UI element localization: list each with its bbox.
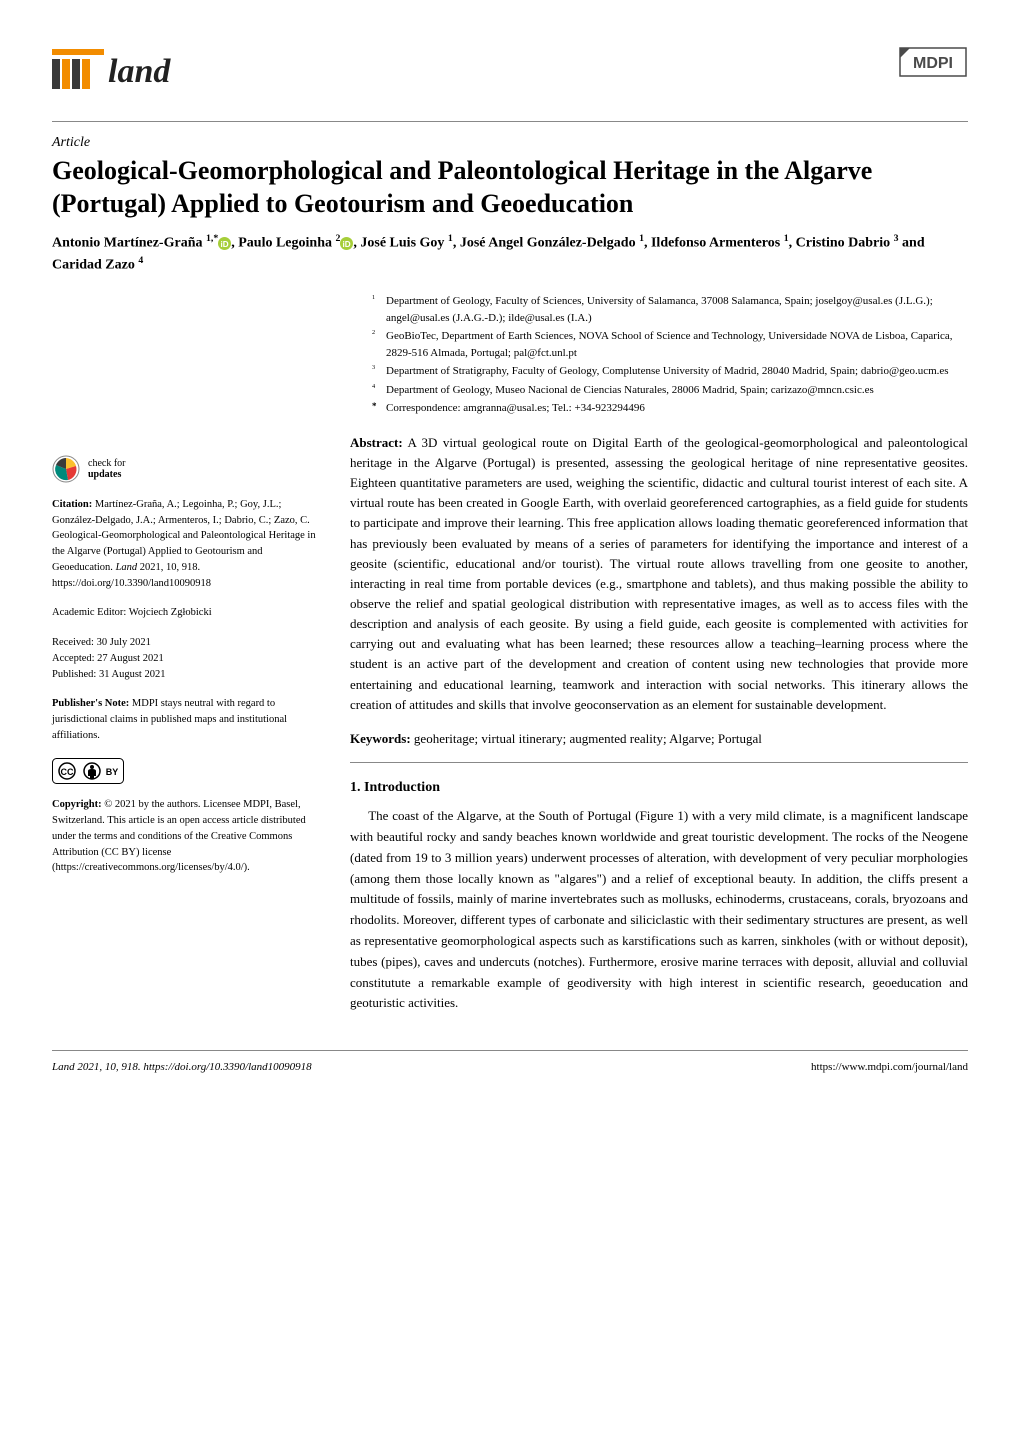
author-name: Caridad Zazo (52, 257, 138, 272)
footer-right: https://www.mdpi.com/journal/land (811, 1059, 968, 1076)
page-footer: Land 2021, 10, 918. https://doi.org/10.3… (52, 1050, 968, 1076)
affiliation-text: GeoBioTec, Department of Earth Sciences,… (386, 328, 968, 361)
abstract-label: Abstract: (350, 435, 403, 450)
orcid-icon[interactable]: iD (340, 236, 353, 251)
svg-text:CC: CC (61, 767, 74, 777)
author-name: Cristino Dabrio (796, 236, 894, 251)
check-line1: check for (88, 458, 125, 469)
cc-by-badge-icon: CC BY (52, 758, 322, 790)
citation-block: Citation: Martínez-Graña, A.; Legoinha, … (52, 497, 322, 592)
author-name: José Angel González-Delgado (460, 236, 639, 251)
citation-journal: Land (116, 562, 138, 573)
authors-line: Antonio Martínez-Graña 1,*iD, Paulo Lego… (52, 232, 968, 275)
page-header: land MDPI (52, 46, 968, 97)
affiliation-row: 2GeoBioTec, Department of Earth Sciences… (372, 328, 968, 361)
citation-label: Citation: (52, 499, 92, 510)
affiliations-block: 1Department of Geology, Faculty of Scien… (372, 293, 968, 417)
publisher-logo: MDPI (898, 46, 968, 84)
date-accepted: Accepted: 27 August 2021 (52, 651, 322, 667)
intro-body: The coast of the Algarve, at the South o… (350, 806, 968, 1014)
svg-text:iD: iD (343, 240, 351, 249)
section-heading: 1. Introduction (350, 777, 968, 798)
intro-paragraph: The coast of the Algarve, at the South o… (350, 806, 968, 1014)
check-line2: updates (88, 469, 121, 480)
check-updates-label: check for updates (88, 458, 125, 480)
abstract-text: A 3D virtual geological route on Digital… (350, 435, 968, 712)
main-column: Abstract: A 3D virtual geological route … (350, 433, 968, 1014)
check-updates-icon (52, 455, 80, 483)
author-affil-sup: 3 (894, 233, 899, 244)
affiliation-row: 1Department of Geology, Faculty of Scien… (372, 293, 968, 326)
affiliation-sup: 3 (372, 363, 386, 380)
author-name: Ildefonso Armenteros (651, 236, 784, 251)
author-affil-sup: 4 (138, 255, 143, 266)
affiliation-text: Department of Geology, Museo Nacional de… (386, 382, 968, 399)
copyright-label: Copyright: (52, 799, 102, 810)
affiliation-sup: 1 (372, 293, 386, 326)
correspondence-sup: * (372, 400, 386, 417)
author-name: Antonio Martínez-Graña (52, 236, 206, 251)
correspondence-row: *Correspondence: amgranna@usal.es; Tel.:… (372, 400, 968, 417)
orcid-icon[interactable]: iD (218, 236, 231, 251)
check-for-updates[interactable]: check for updates (52, 455, 322, 483)
copyright-block: CC BY Copyright: © 2021 by the authors. … (52, 758, 322, 877)
svg-text:BY: BY (106, 767, 119, 777)
author-affil-sup: 1,* (206, 233, 218, 244)
academic-editor-name: Wojciech Zgłobicki (129, 607, 212, 618)
date-published: Published: 31 August 2021 (52, 667, 322, 683)
affiliation-row: 4Department of Geology, Museo Nacional d… (372, 382, 968, 399)
article-type: Article (52, 132, 968, 153)
affiliation-text: Department of Geology, Faculty of Scienc… (386, 293, 968, 326)
keywords-label: Keywords: (350, 731, 411, 746)
journal-name: land (108, 46, 170, 97)
sidebar-column: check for updates Citation: Martínez-Gra… (52, 433, 322, 1014)
keywords-text: geoheritage; virtual itinerary; augmente… (414, 731, 762, 746)
author-affil-sup: 1 (639, 233, 644, 244)
footer-left: Land 2021, 10, 918. https://doi.org/10.3… (52, 1059, 312, 1076)
pubnote-label: Publisher's Note: (52, 698, 129, 709)
abstract-block: Abstract: A 3D virtual geological route … (350, 433, 968, 715)
article-title: Geological-Geomorphological and Paleonto… (52, 155, 968, 220)
dates-block: Received: 30 July 2021 Accepted: 27 Augu… (52, 635, 322, 682)
author-name: José Luis Goy (360, 236, 448, 251)
correspondence-text: Correspondence: amgranna@usal.es; Tel.: … (386, 400, 968, 417)
academic-editor-block: Academic Editor: Wojciech Zgłobicki (52, 605, 322, 621)
author-name: Paulo Legoinha (238, 236, 335, 251)
keywords-rule (350, 762, 968, 763)
land-logo-icon (52, 49, 104, 95)
author-affil-sup: 1 (448, 233, 453, 244)
affiliation-row: 3Department of Stratigraphy, Faculty of … (372, 363, 968, 380)
footer-left-text: Land 2021, 10, 918. https://doi.org/10.3… (52, 1061, 312, 1073)
academic-editor-label: Academic Editor: (52, 607, 126, 618)
affiliation-text: Department of Stratigraphy, Faculty of G… (386, 363, 968, 380)
header-rule (52, 121, 968, 122)
affiliation-sup: 4 (372, 382, 386, 399)
affiliation-sup: 2 (372, 328, 386, 361)
keywords-block: Keywords: geoheritage; virtual itinerary… (350, 729, 968, 749)
mdpi-logo-text: MDPI (913, 55, 953, 72)
date-received: Received: 30 July 2021 (52, 635, 322, 651)
journal-logo: land (52, 46, 170, 97)
svg-text:iD: iD (221, 240, 229, 249)
author-affil-sup: 1 (784, 233, 789, 244)
copyright-text: © 2021 by the authors. Licensee MDPI, Ba… (52, 799, 306, 873)
publishers-note-block: Publisher's Note: MDPI stays neutral wit… (52, 696, 322, 743)
